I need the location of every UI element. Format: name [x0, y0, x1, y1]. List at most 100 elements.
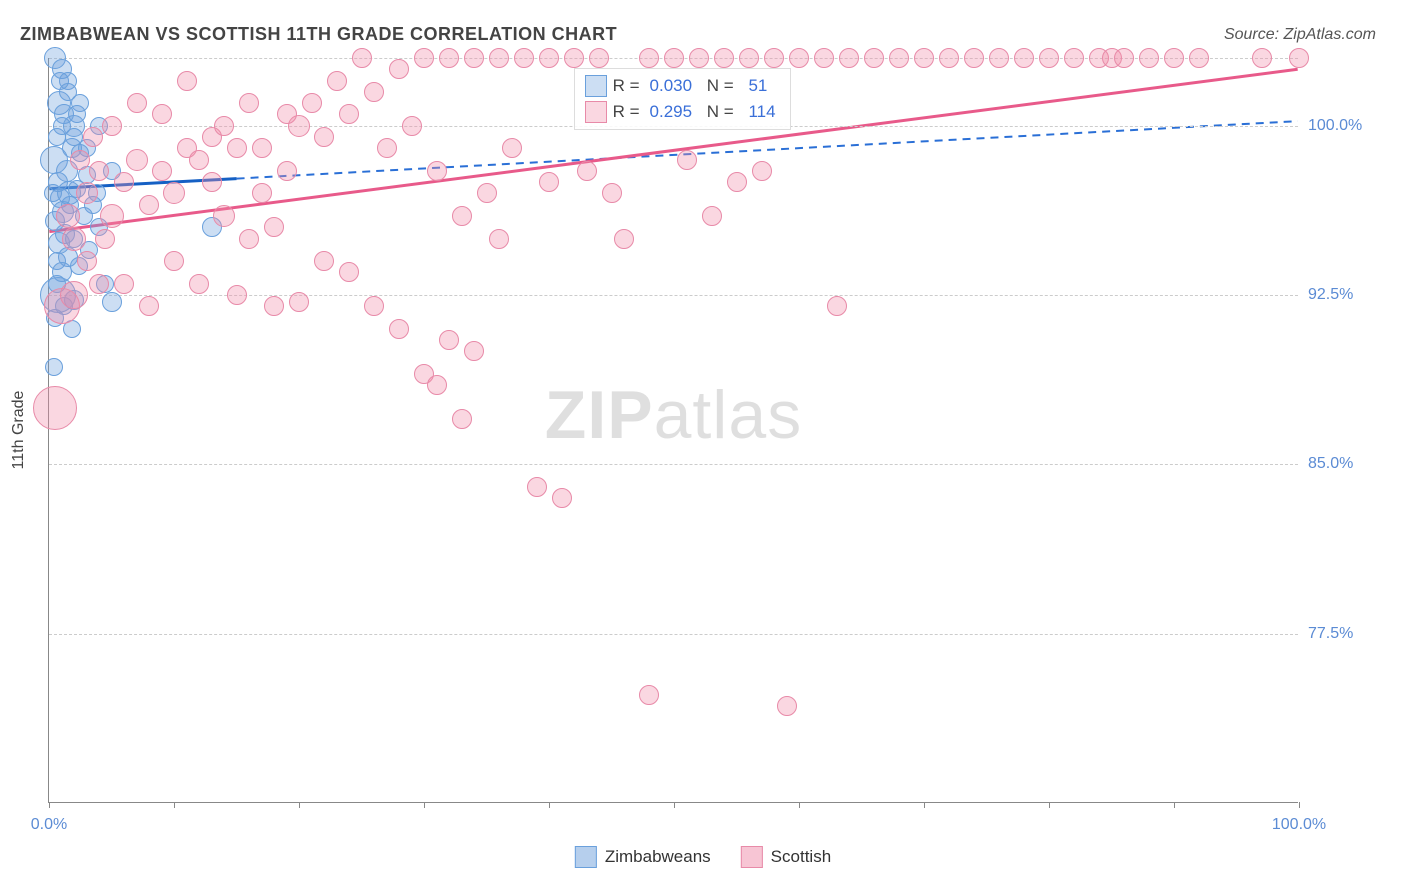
scatter-point — [502, 138, 522, 158]
scatter-point — [539, 172, 559, 192]
scatter-point — [539, 48, 559, 68]
bottom-legend-label: Scottish — [771, 847, 831, 867]
gridline — [49, 634, 1298, 635]
scatter-point — [100, 204, 124, 228]
scatter-point — [227, 285, 247, 305]
scatter-point — [702, 206, 722, 226]
scatter-point — [939, 48, 959, 68]
scatter-point — [789, 48, 809, 68]
scatter-point — [714, 48, 734, 68]
scatter-point — [202, 172, 222, 192]
scatter-point — [464, 48, 484, 68]
legend-n-value: 51 — [740, 76, 772, 96]
scatter-point — [414, 48, 434, 68]
scatter-point — [989, 48, 1009, 68]
x-tick — [549, 802, 550, 808]
scatter-point — [339, 262, 359, 282]
x-tick-label: 100.0% — [1272, 816, 1326, 834]
scatter-point — [352, 48, 372, 68]
gridline — [49, 464, 1298, 465]
scatter-point — [51, 72, 69, 90]
legend-swatch — [575, 846, 597, 868]
scatter-point — [152, 104, 172, 124]
y-tick-label: 92.5% — [1308, 286, 1378, 304]
x-tick — [49, 802, 50, 808]
scatter-point — [364, 82, 384, 102]
scatter-point — [227, 138, 247, 158]
legend-swatch — [585, 101, 607, 123]
scatter-point — [89, 161, 109, 181]
scatter-point — [1164, 48, 1184, 68]
scatter-point — [552, 488, 572, 508]
scatter-point — [639, 48, 659, 68]
bottom-legend-item: Zimbabweans — [575, 846, 711, 868]
scatter-point — [83, 127, 103, 147]
chart-plot-area: 11th Grade ZIPatlas 77.5%85.0%92.5%100.0… — [48, 58, 1298, 803]
scatter-point — [614, 229, 634, 249]
scatter-point — [177, 71, 197, 91]
scatter-point — [302, 93, 322, 113]
scatter-point — [252, 183, 272, 203]
scatter-point — [489, 48, 509, 68]
scatter-point — [389, 59, 409, 79]
legend-r-label: R = — [613, 102, 640, 122]
stats-legend: R =0.030 N = 51R =0.295 N = 114 — [574, 68, 791, 130]
y-tick-label: 100.0% — [1308, 117, 1378, 135]
watermark-text: ZIPatlas — [545, 376, 802, 454]
scatter-point — [427, 161, 447, 181]
stats-legend-row: R =0.030 N = 51 — [585, 73, 780, 99]
x-tick-label: 0.0% — [31, 816, 67, 834]
scatter-point — [1014, 48, 1034, 68]
x-tick — [1299, 802, 1300, 808]
scatter-point — [56, 204, 80, 228]
scatter-point — [77, 251, 97, 271]
scatter-point — [102, 116, 122, 136]
scatter-point — [439, 330, 459, 350]
scatter-point — [1064, 48, 1084, 68]
y-tick-label: 85.0% — [1308, 455, 1378, 473]
scatter-point — [289, 292, 309, 312]
scatter-point — [1189, 48, 1209, 68]
scatter-point — [89, 274, 109, 294]
scatter-point — [364, 296, 384, 316]
bottom-legend-item: Scottish — [741, 846, 831, 868]
scatter-point — [68, 105, 86, 123]
scatter-point — [126, 149, 148, 171]
scatter-point — [452, 206, 472, 226]
scatter-point — [277, 104, 297, 124]
scatter-point — [127, 93, 147, 113]
scatter-point — [889, 48, 909, 68]
scatter-point — [752, 161, 772, 181]
x-tick — [924, 802, 925, 808]
scatter-point — [602, 183, 622, 203]
legend-r-value: 0.030 — [646, 76, 697, 96]
scatter-point — [164, 251, 184, 271]
scatter-point — [45, 358, 63, 376]
scatter-point — [62, 227, 86, 251]
stats-legend-row: R =0.295 N = 114 — [585, 99, 780, 125]
legend-r-value: 0.295 — [646, 102, 697, 122]
scatter-point — [264, 217, 284, 237]
scatter-point — [314, 127, 334, 147]
scatter-point — [564, 48, 584, 68]
legend-r-label: R = — [613, 76, 640, 96]
scatter-point — [589, 48, 609, 68]
scatter-point — [277, 161, 297, 181]
x-tick — [674, 802, 675, 808]
scatter-point — [814, 48, 834, 68]
scatter-point — [139, 296, 159, 316]
x-tick — [1174, 802, 1175, 808]
scatter-point — [76, 182, 98, 204]
scatter-point — [1252, 48, 1272, 68]
y-tick-label: 77.5% — [1308, 625, 1378, 643]
scatter-point — [139, 195, 159, 215]
scatter-point — [689, 48, 709, 68]
scatter-point — [402, 116, 422, 136]
scatter-point — [60, 281, 88, 309]
legend-swatch — [741, 846, 763, 868]
x-tick — [1049, 802, 1050, 808]
scatter-point — [914, 48, 934, 68]
bottom-legend: Zimbabweans Scottish — [575, 846, 831, 868]
scatter-point — [727, 172, 747, 192]
scatter-point — [239, 93, 259, 113]
